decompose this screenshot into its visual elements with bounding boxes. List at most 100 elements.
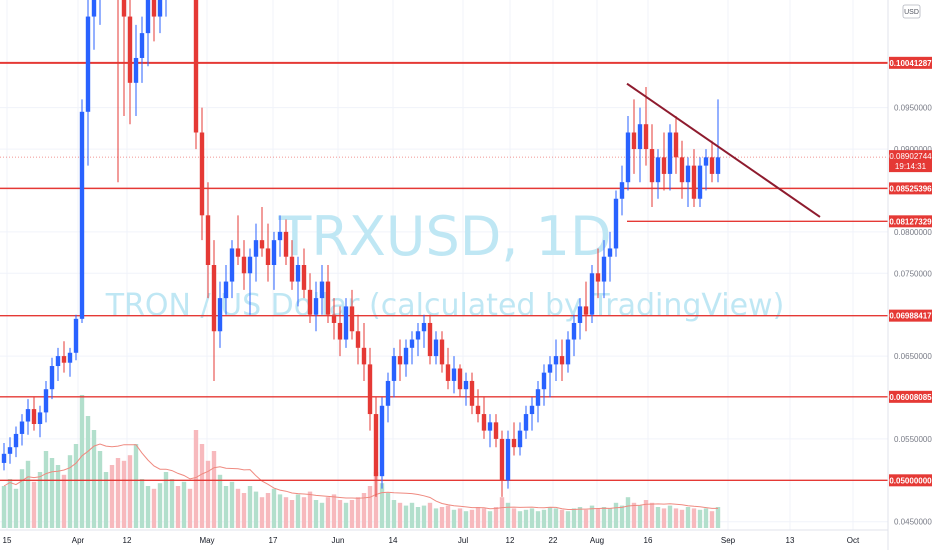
time-axis[interactable]: 15 Apr 12 May 17 Jun 14 Jul 12 22 Aug 16 Sep 13 Oct bbox=[3, 536, 860, 545]
level-label-text: 0.08127329 bbox=[889, 217, 932, 226]
volume-bar bbox=[277, 494, 283, 528]
level-label-box bbox=[889, 182, 932, 195]
candle-body bbox=[253, 240, 259, 257]
level-label-box bbox=[889, 215, 932, 228]
volume-bar bbox=[247, 486, 253, 528]
currency-label: USD bbox=[904, 9, 919, 16]
x-tick-label: 22 bbox=[549, 536, 558, 545]
x-tick-label: 14 bbox=[389, 536, 398, 545]
volume-bar bbox=[577, 507, 583, 528]
level-label-text: 0.06988417 bbox=[889, 312, 932, 321]
candle-body bbox=[577, 306, 583, 323]
volume-bar bbox=[361, 493, 367, 528]
candle-body bbox=[511, 438, 517, 448]
volume-bar bbox=[427, 502, 433, 528]
volume-bar bbox=[61, 474, 67, 528]
volume-moving-average bbox=[3, 443, 718, 510]
candle-body bbox=[43, 389, 49, 413]
candle-body bbox=[715, 157, 721, 174]
volume-bar bbox=[571, 508, 577, 528]
candle-body bbox=[415, 331, 421, 340]
volume-bar bbox=[217, 474, 223, 528]
x-tick-label: Jun bbox=[332, 536, 345, 545]
candle-body bbox=[25, 409, 31, 422]
volume-bar bbox=[457, 508, 463, 528]
volume-bar bbox=[13, 488, 19, 528]
candle-body bbox=[523, 414, 529, 431]
x-tick-label: 13 bbox=[786, 536, 795, 545]
candle-body bbox=[157, 0, 163, 17]
candle-body bbox=[229, 248, 235, 282]
volume-bar bbox=[535, 511, 541, 528]
volume-bar bbox=[67, 455, 73, 528]
candle-body bbox=[19, 421, 25, 434]
candle-body bbox=[361, 347, 367, 365]
watermark-subtitle: TRON / US Dollar (calculated by TradingV… bbox=[105, 288, 785, 323]
candle-body bbox=[127, 16, 133, 83]
volume-bar bbox=[565, 511, 571, 528]
volume-bar bbox=[211, 451, 217, 528]
volume-bar bbox=[391, 500, 397, 528]
candle-body bbox=[487, 422, 493, 431]
candle-body bbox=[277, 231, 283, 241]
volume-bar bbox=[265, 493, 271, 528]
candle-body bbox=[205, 215, 211, 265]
volume-bar bbox=[463, 511, 469, 528]
candle-body bbox=[691, 165, 697, 199]
candle-body bbox=[397, 356, 403, 365]
countdown-label: 19:14:31 bbox=[895, 162, 927, 171]
volume-bar bbox=[637, 505, 643, 528]
volume-bar bbox=[703, 508, 709, 528]
candle-body bbox=[433, 339, 439, 357]
candle-body bbox=[79, 111, 85, 319]
candle-body bbox=[121, 0, 127, 17]
candle-body bbox=[703, 157, 709, 166]
volume-bar bbox=[367, 486, 373, 528]
volume-bar bbox=[145, 486, 151, 528]
candle-body bbox=[379, 405, 385, 477]
candle-body bbox=[271, 240, 277, 265]
candle-body bbox=[673, 132, 679, 158]
candle-body bbox=[403, 347, 409, 365]
candle-body bbox=[49, 366, 55, 390]
volume-bar bbox=[157, 483, 163, 528]
candlesticks bbox=[1, 0, 721, 497]
currency-badge[interactable]: USD bbox=[902, 4, 921, 19]
candle-body bbox=[601, 256, 607, 282]
volume-bar bbox=[655, 507, 661, 528]
volume-bar bbox=[307, 491, 313, 528]
candle-body bbox=[661, 157, 667, 174]
candle-body bbox=[145, 0, 151, 34]
volume-bar bbox=[103, 472, 109, 528]
volume-bar bbox=[253, 491, 259, 528]
volume-bar bbox=[343, 502, 349, 528]
candle-body bbox=[697, 165, 703, 199]
candle-body bbox=[301, 265, 307, 290]
volume-bar bbox=[595, 508, 601, 528]
candle-body bbox=[259, 240, 265, 249]
level-labels: 0.10041287 0.08525396 0.08127329 0.06988417… bbox=[889, 56, 932, 487]
volume-bars bbox=[1, 395, 721, 528]
candle-body bbox=[325, 281, 331, 315]
candle-body bbox=[463, 380, 469, 390]
candle-body bbox=[571, 322, 577, 340]
x-tick-label: Apr bbox=[72, 536, 85, 545]
candle-body bbox=[439, 339, 445, 365]
volume-bar bbox=[163, 472, 169, 528]
volume-bar bbox=[685, 507, 691, 528]
volume-bar bbox=[691, 508, 697, 528]
candle-body bbox=[499, 438, 505, 481]
candle-body bbox=[349, 306, 355, 332]
volume-bar bbox=[337, 500, 343, 528]
current-price-badge bbox=[889, 150, 932, 173]
candle-body bbox=[151, 0, 157, 17]
trendline[interactable] bbox=[626, 82, 821, 218]
volume-bar bbox=[409, 502, 415, 528]
volume-bar bbox=[679, 509, 685, 528]
